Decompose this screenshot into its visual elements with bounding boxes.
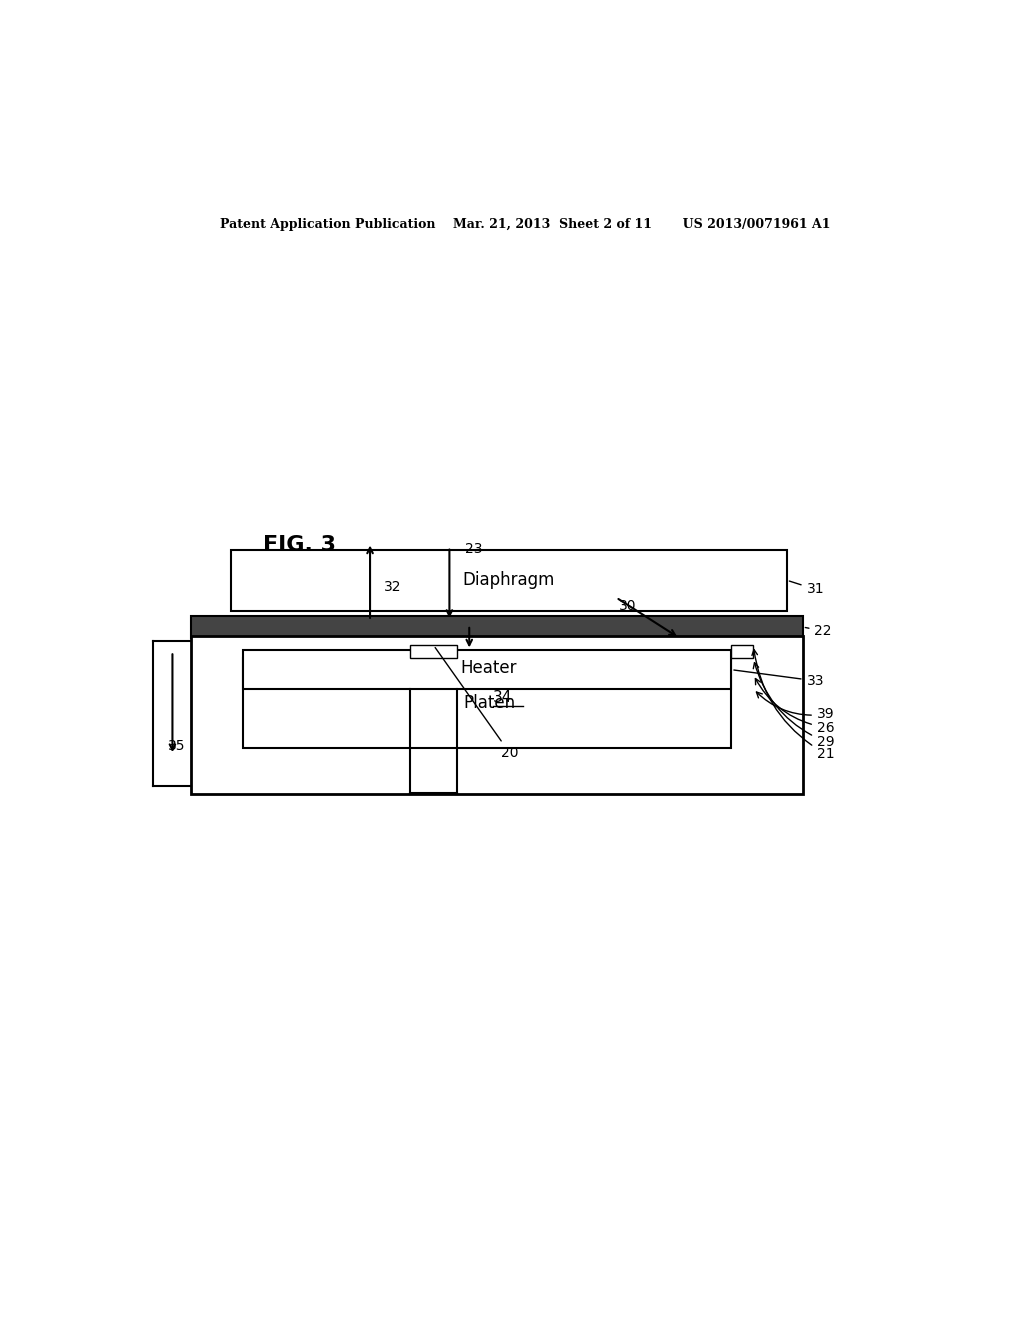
Text: 31: 31 <box>790 581 824 597</box>
Text: 32: 32 <box>384 581 401 594</box>
Text: 35: 35 <box>168 739 186 752</box>
Bar <box>243 651 731 689</box>
Bar <box>191 615 803 638</box>
Bar <box>243 659 731 748</box>
Text: 26: 26 <box>756 678 835 735</box>
Text: Platen: Platen <box>463 694 515 713</box>
Text: 22: 22 <box>805 624 831 638</box>
Bar <box>731 645 754 659</box>
Bar <box>410 645 458 659</box>
Text: 20: 20 <box>435 648 518 760</box>
Text: 33: 33 <box>734 671 824 688</box>
Text: 21: 21 <box>752 649 835 762</box>
Bar <box>231 549 786 611</box>
Text: Heater: Heater <box>461 659 517 677</box>
Text: Diaphragm: Diaphragm <box>463 572 555 589</box>
Text: 30: 30 <box>618 598 636 612</box>
Bar <box>191 636 803 793</box>
Text: Patent Application Publication    Mar. 21, 2013  Sheet 2 of 11       US 2013/007: Patent Application Publication Mar. 21, … <box>219 218 830 231</box>
Text: FIG. 3: FIG. 3 <box>263 535 336 554</box>
Text: 39: 39 <box>757 692 835 721</box>
Text: 23: 23 <box>465 541 482 556</box>
Text: 34: 34 <box>494 689 512 705</box>
Text: 29: 29 <box>754 663 835 748</box>
